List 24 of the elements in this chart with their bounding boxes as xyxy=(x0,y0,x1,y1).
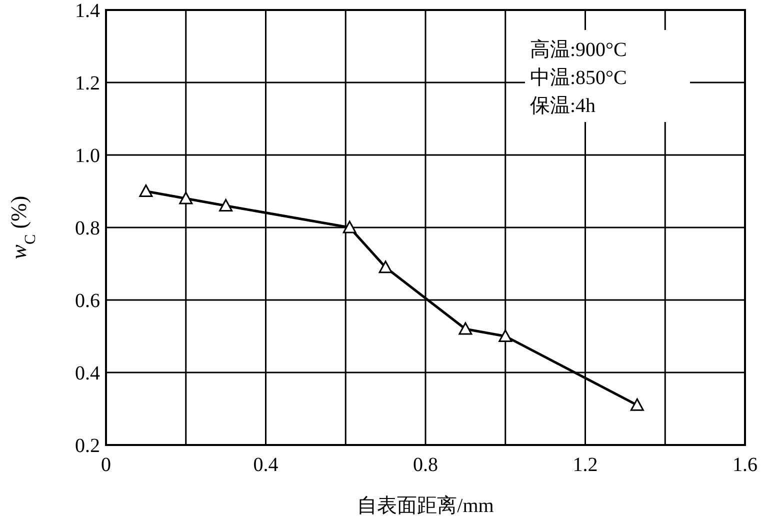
y-tick-label: 1.0 xyxy=(75,145,100,167)
x-tick-label: 1.6 xyxy=(732,454,758,476)
y-tick-label: 1.4 xyxy=(75,0,100,22)
point xyxy=(179,192,193,204)
y-tick-label: 0.6 xyxy=(75,290,100,312)
annotation: 中温:850°C xyxy=(530,67,627,89)
point xyxy=(458,322,472,335)
point xyxy=(342,220,356,234)
point xyxy=(219,199,233,212)
y-tick-label: 0.8 xyxy=(75,218,100,240)
y-tick-label: 0.2 xyxy=(75,435,100,457)
y-tick-label: 0.4 xyxy=(75,362,100,384)
point xyxy=(139,184,153,197)
x-tick-label: 0.8 xyxy=(413,454,438,476)
x-tick-label: 0.4 xyxy=(253,454,278,476)
annotation: 高温:900°C xyxy=(530,38,627,61)
point xyxy=(378,260,392,274)
annotation: 保温:4h xyxy=(530,95,596,117)
x-axis-title: 自表面距离/mm xyxy=(357,495,494,517)
point xyxy=(498,330,512,342)
x-tick-label: 1.2 xyxy=(572,454,598,476)
point xyxy=(630,398,644,411)
y-tick-label: 1.2 xyxy=(75,72,100,94)
x-tick-label: 0 xyxy=(101,454,111,476)
